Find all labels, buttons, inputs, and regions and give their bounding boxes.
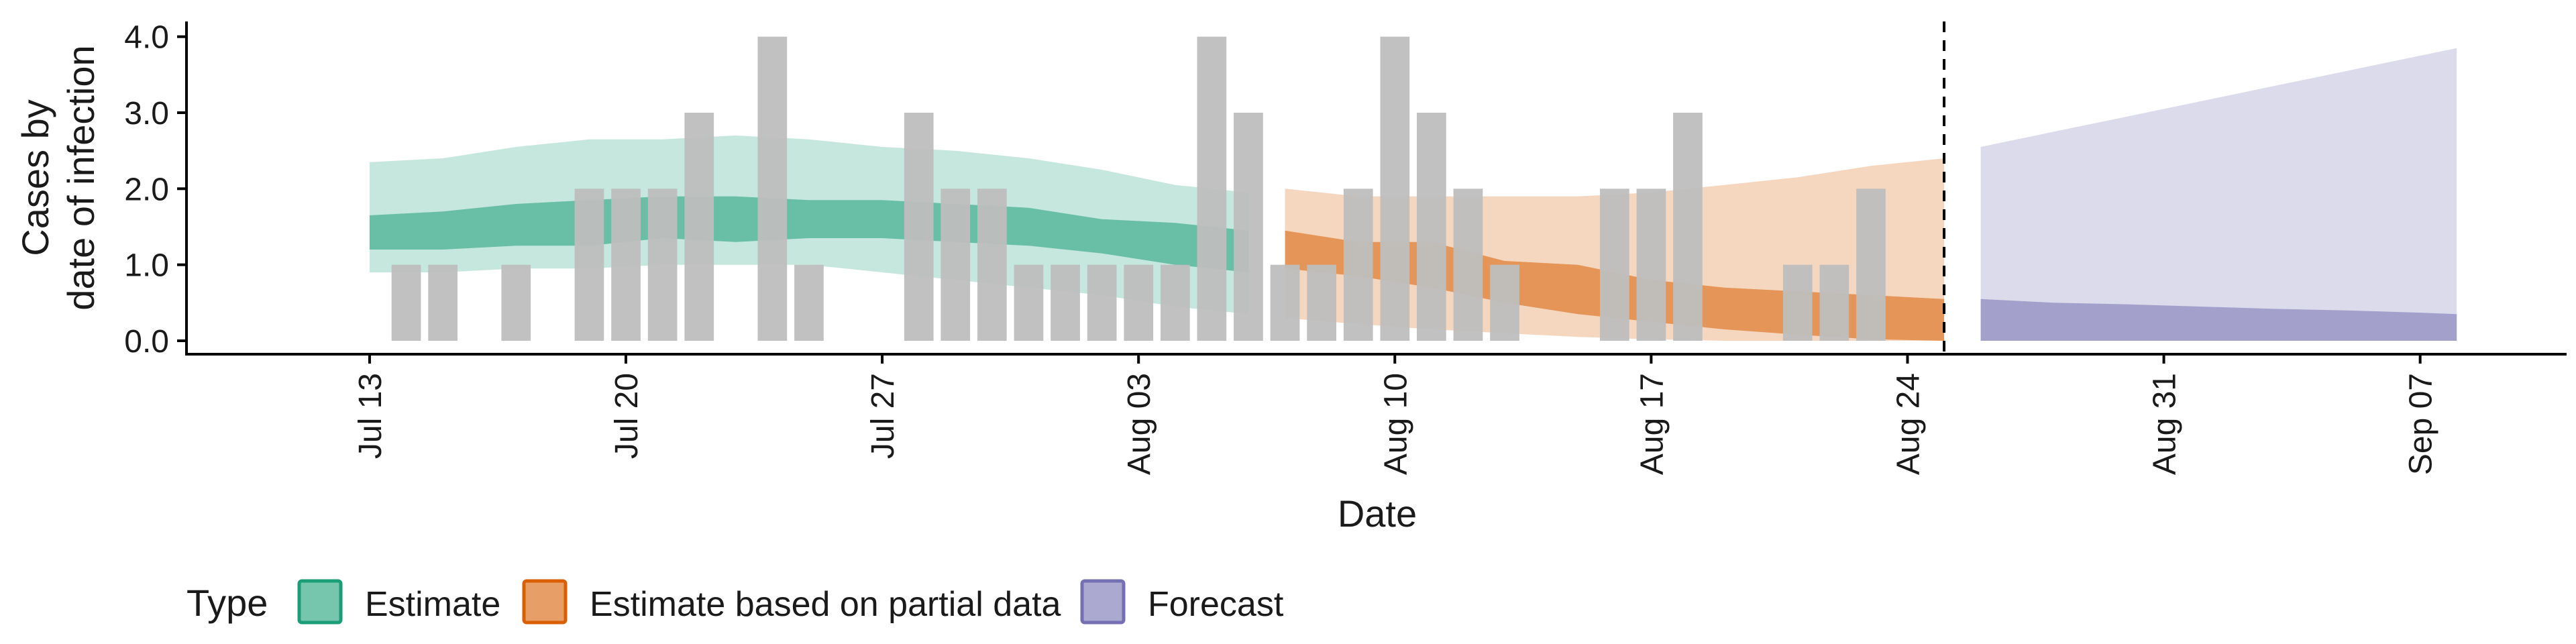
y-axis-label-line-1: Cases by bbox=[14, 99, 56, 256]
x-tick-label: Aug 31 bbox=[2147, 373, 2183, 475]
case-bar bbox=[794, 264, 824, 341]
case-bar bbox=[684, 113, 714, 341]
case-bar bbox=[1380, 36, 1410, 341]
legend-key-estimate bbox=[297, 579, 343, 625]
case-bar bbox=[941, 189, 971, 341]
case-bar bbox=[1490, 264, 1519, 341]
y-tick-label: 3.0 bbox=[124, 96, 169, 131]
case-bar bbox=[391, 264, 421, 341]
x-tick-label: Aug 10 bbox=[1378, 373, 1413, 475]
case-bar bbox=[1234, 113, 1263, 341]
case-bar bbox=[1343, 189, 1373, 341]
case-bar bbox=[904, 113, 934, 341]
bars-layer bbox=[391, 36, 1886, 341]
case-bar bbox=[1197, 36, 1227, 341]
x-tick-label: Jul 27 bbox=[865, 373, 901, 459]
y-tick-label: 4.0 bbox=[124, 20, 169, 56]
case-bar bbox=[1307, 264, 1336, 341]
axes-layer: 0.0 1.0 2.0 3.0 4.0 Jul 13 Jul 20 Jul 27 Aug 03 A… bbox=[124, 20, 2567, 475]
y-tick-label: 0.0 bbox=[124, 324, 169, 360]
x-tick-label: Jul 13 bbox=[353, 373, 388, 459]
case-bar bbox=[1124, 264, 1154, 341]
case-bar bbox=[1014, 264, 1044, 341]
x-axis-label: Date bbox=[1338, 492, 1417, 535]
legend-label-forecast: Forecast bbox=[1148, 585, 1284, 624]
case-bar bbox=[1673, 113, 1703, 341]
x-tick-label: Aug 24 bbox=[1891, 373, 1927, 475]
y-tick-label: 2.0 bbox=[124, 172, 169, 207]
case-bar bbox=[611, 189, 641, 341]
legend-key-forecast bbox=[1080, 579, 1126, 625]
case-bar bbox=[1856, 189, 1886, 341]
case-bar bbox=[1270, 264, 1300, 341]
legend: Type Estimate Estimate based on partial d… bbox=[186, 579, 1284, 625]
x-tick-label: Jul 20 bbox=[609, 373, 645, 459]
legend-key-estimate-based-on-partial-data bbox=[522, 579, 568, 625]
y-tick-label: 1.0 bbox=[124, 248, 169, 284]
case-bar bbox=[1417, 113, 1446, 341]
case-bar bbox=[757, 36, 788, 341]
legend-label-estimate-based-on-partial-data: Estimate based on partial data bbox=[590, 585, 1061, 624]
ribbons-layer bbox=[369, 48, 2457, 341]
ribbon-90-forecast bbox=[1980, 48, 2457, 341]
x-tick-label: Aug 03 bbox=[1122, 373, 1157, 475]
case-bar bbox=[574, 189, 604, 341]
case-bar bbox=[1636, 189, 1666, 341]
case-bar bbox=[977, 189, 1007, 341]
ribbon-50-forecast bbox=[1980, 299, 2457, 341]
case-bar bbox=[647, 189, 678, 341]
case-bar bbox=[1819, 264, 1849, 341]
case-bar bbox=[501, 264, 531, 341]
legend-title: Type bbox=[186, 582, 268, 624]
legend-label-estimate: Estimate bbox=[365, 585, 500, 624]
case-bar bbox=[1600, 189, 1629, 341]
x-tick-label: Aug 17 bbox=[1634, 373, 1670, 475]
case-bar bbox=[1782, 264, 1813, 341]
case-bar bbox=[1161, 264, 1190, 341]
case-bar bbox=[1453, 189, 1483, 341]
case-bar bbox=[1051, 264, 1080, 341]
x-tick-label: Sep 07 bbox=[2404, 373, 2439, 475]
case-bar bbox=[1087, 264, 1117, 341]
case-bar bbox=[428, 264, 458, 341]
y-axis-label-line-2: date of infection bbox=[60, 45, 102, 310]
